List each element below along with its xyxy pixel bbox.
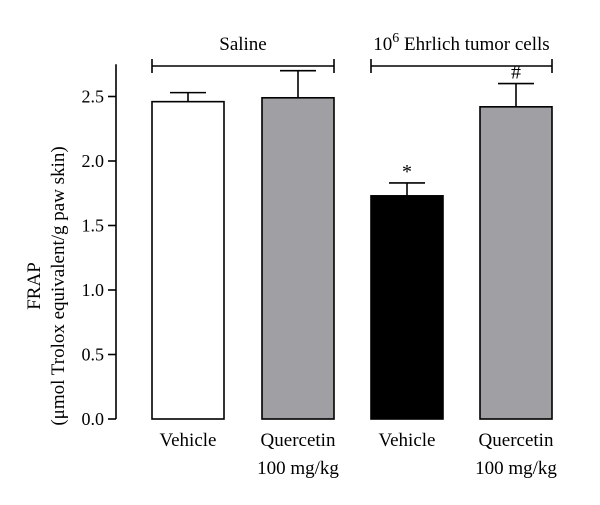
- x-tick-label: Quercetin: [479, 430, 554, 451]
- bars: [151, 96, 553, 420]
- y-axis-label: FRAP (μmol Trolox equivalent/g paw skin): [24, 146, 69, 425]
- bar: [479, 106, 553, 420]
- significance-mark: *: [402, 161, 412, 183]
- error-bars: *#: [170, 62, 534, 196]
- significance-mark: #: [511, 62, 521, 84]
- group-label: 106 Ehrlich tumor cells: [373, 31, 549, 55]
- x-tick-labels: Vehicle Quercetin 100 mg/kg Vehicle Querceti…: [160, 430, 558, 479]
- y-tick-label: 2.0: [82, 151, 105, 171]
- x-tick-label-line2: 100 mg/kg: [475, 458, 557, 479]
- x-tick-label-line2: 100 mg/kg: [257, 458, 339, 479]
- y-tick-label: 1.0: [82, 280, 105, 300]
- group-label: Saline: [219, 34, 267, 55]
- x-tick-label: Quercetin: [261, 430, 336, 451]
- y-axis-label-line1: FRAP: [24, 262, 45, 310]
- y-tick-label: 1.5: [82, 216, 105, 236]
- y-tick-label: 0.0: [82, 409, 105, 429]
- bar: [151, 100, 225, 420]
- bar: [370, 195, 444, 420]
- x-tick-label: Vehicle: [160, 430, 217, 451]
- y-axis-label-line2: (μmol Trolox equivalent/g paw skin): [48, 146, 69, 425]
- x-tick-label: Vehicle: [379, 430, 436, 451]
- axes: 0.0 0.5 1.0 1.5 2.0 2.5: [82, 64, 117, 429]
- y-tick-label: 0.5: [82, 345, 105, 365]
- group-brackets: Saline 106 Ehrlich tumor cells: [151, 31, 553, 73]
- y-tick-label: 2.5: [82, 87, 105, 107]
- bar: [261, 96, 335, 420]
